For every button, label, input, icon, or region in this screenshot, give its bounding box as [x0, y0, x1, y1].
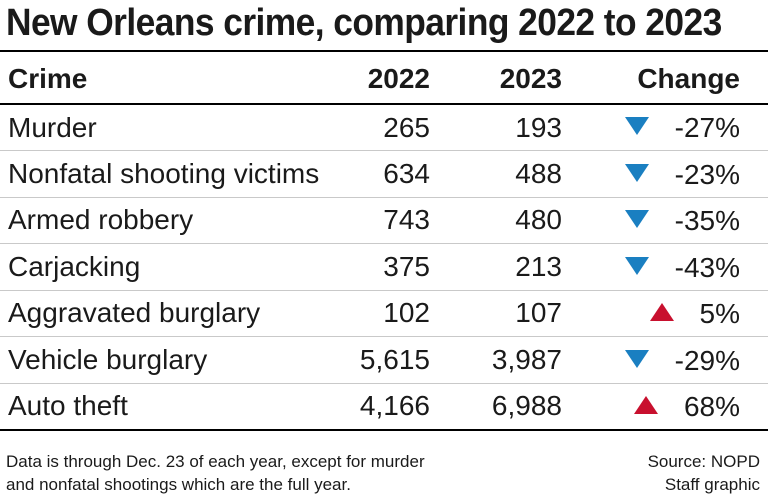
triangle-down-icon	[624, 210, 649, 229]
column-header-2023: 2023	[430, 54, 570, 105]
change-cell: -35%	[570, 197, 768, 244]
crime-comparison-table: Crime 2022 2023 Change Murder 265 193 -27% N…	[0, 54, 768, 431]
table-header-row: Crime 2022 2023 Change	[0, 54, 768, 105]
value-2023-cell: 480	[430, 197, 570, 244]
table-row: Murder 265 193 -27%	[0, 104, 768, 151]
value-2022-cell: 375	[330, 243, 430, 291]
table-row: Vehicle burglary 5,615 3,987 -29%	[0, 336, 768, 384]
footnote: Data is through Dec. 23 of each year, ex…	[6, 450, 476, 496]
value-2023-cell: 488	[430, 150, 570, 198]
value-2022-cell: 5,615	[330, 336, 430, 384]
change-percent: -27%	[674, 112, 740, 144]
change-cell: 68%	[570, 383, 768, 431]
crime-cell: Vehicle burglary	[0, 336, 330, 384]
source-credit: Source: NOPD Staff graphic	[520, 450, 760, 496]
change-cell: -23%	[570, 150, 768, 198]
crime-cell: Carjacking	[0, 243, 330, 291]
table-row: Nonfatal shooting victims 634 488 -23%	[0, 150, 768, 198]
crime-cell: Auto theft	[0, 383, 330, 431]
table-row: Aggravated burglary 102 107 5%	[0, 290, 768, 337]
footnote-line-2: and nonfatal shootings which are the ful…	[6, 475, 351, 494]
crime-cell: Aggravated burglary	[0, 290, 330, 337]
value-2023-cell: 213	[430, 243, 570, 291]
triangle-up-icon	[649, 303, 674, 322]
triangle-up-icon	[633, 395, 658, 414]
footnote-line-1: Data is through Dec. 23 of each year, ex…	[6, 452, 425, 471]
column-header-crime: Crime	[0, 54, 330, 105]
value-2023-cell: 107	[430, 290, 570, 337]
change-percent: -23%	[674, 158, 740, 190]
staff-credit: Staff graphic	[664, 475, 760, 494]
value-2022-cell: 743	[330, 197, 430, 244]
value-2022-cell: 634	[330, 150, 430, 198]
table-row: Carjacking 375 213 -43%	[0, 243, 768, 291]
change-percent: -35%	[674, 205, 740, 237]
crime-cell: Murder	[0, 104, 330, 151]
crime-cell: Armed robbery	[0, 197, 330, 244]
value-2022-cell: 4,166	[330, 383, 430, 431]
triangle-down-icon	[624, 256, 649, 275]
column-header-change: Change	[570, 54, 768, 105]
value-2023-cell: 6,988	[430, 383, 570, 431]
table-row: Armed robbery 743 480 -35%	[0, 197, 768, 244]
table-body: Murder 265 193 -27% Nonfatal shooting victim…	[0, 104, 768, 431]
triangle-down-icon	[624, 163, 649, 182]
value-2022-cell: 102	[330, 290, 430, 337]
change-cell: -27%	[570, 104, 768, 151]
change-percent: -29%	[674, 344, 740, 376]
chart-title: New Orleans crime, comparing 2022 to 202…	[6, 2, 722, 44]
change-percent: 5%	[699, 298, 740, 330]
title-divider	[0, 50, 768, 52]
change-percent: -43%	[674, 251, 740, 283]
crime-cell: Nonfatal shooting victims	[0, 150, 330, 198]
triangle-down-icon	[624, 117, 649, 136]
change-cell: -29%	[570, 336, 768, 384]
triangle-down-icon	[624, 349, 649, 368]
value-2022-cell: 265	[330, 104, 430, 151]
value-2023-cell: 193	[430, 104, 570, 151]
change-percent: 68%	[683, 390, 740, 422]
change-cell: -43%	[570, 243, 768, 291]
column-header-2022: 2022	[330, 54, 430, 105]
value-2023-cell: 3,987	[430, 336, 570, 384]
source-label: Source: NOPD	[647, 452, 760, 471]
change-cell: 5%	[570, 290, 768, 337]
table-row: Auto theft 4,166 6,988 68%	[0, 383, 768, 431]
